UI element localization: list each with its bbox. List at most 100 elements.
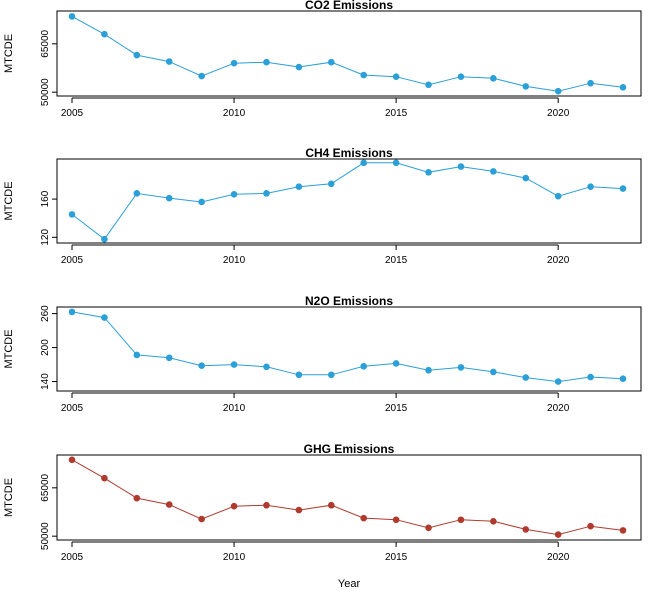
n2o-data-point bbox=[230, 361, 238, 368]
n2o-series-line bbox=[71, 311, 624, 383]
n2o-data-point bbox=[101, 314, 108, 321]
co2-data-point bbox=[133, 51, 141, 59]
n2o-chart-title: N2O Emissions bbox=[305, 294, 393, 308]
n2o-x-tick-label: 2010 bbox=[223, 403, 246, 414]
ch4-y-tick-label: 160 bbox=[40, 190, 51, 207]
ghg-data-point bbox=[101, 474, 108, 482]
ghg-data-point bbox=[327, 501, 335, 509]
co2-data-point bbox=[490, 75, 497, 82]
co2-data-point bbox=[425, 81, 432, 89]
ghg-x-tick-label: 2015 bbox=[385, 552, 408, 563]
co2-x-tick-label: 2005 bbox=[61, 108, 84, 119]
ch4-data-point bbox=[327, 180, 335, 188]
ghg-data-point bbox=[587, 522, 594, 530]
ch4-data-point bbox=[198, 198, 205, 206]
ch4-x-tick-label: 2020 bbox=[547, 255, 570, 266]
co2-data-point bbox=[295, 63, 303, 71]
ghg-data-point bbox=[263, 501, 270, 509]
ch4-data-point bbox=[230, 191, 238, 198]
ch4-panel: CH4 Emissions MTCDE 120 160 2005 2010 2015 2020 bbox=[3, 146, 642, 266]
ghg-data-point bbox=[230, 502, 238, 510]
ghg-chart-title: GHG Emissions bbox=[304, 442, 395, 456]
ghg-data-point bbox=[425, 524, 432, 532]
ch4-data-point bbox=[490, 168, 497, 175]
n2o-data-point bbox=[522, 374, 530, 381]
ghg-y-tick-label: 50000 bbox=[40, 522, 51, 550]
ch4-y-axis-label: MTCDE bbox=[3, 181, 15, 220]
ghg-data-point bbox=[457, 516, 465, 524]
co2-x-tick-label: 2020 bbox=[547, 108, 570, 119]
ghg-data-point bbox=[360, 514, 368, 522]
n2o-y-tick-label: 200 bbox=[40, 339, 51, 356]
ch4-series-line bbox=[71, 162, 624, 240]
ghg-x-tick-label: 2020 bbox=[547, 552, 570, 563]
ch4-data-point bbox=[133, 190, 141, 197]
co2-chart-title: CO2 Emissions bbox=[305, 0, 393, 12]
ghg-y-axis-label: MTCDE bbox=[3, 478, 15, 517]
x-axis-label: Year bbox=[338, 578, 361, 590]
n2o-x-tick-label: 2005 bbox=[61, 403, 84, 414]
ghg-data-point bbox=[68, 456, 76, 464]
ch4-data-point bbox=[587, 183, 594, 190]
ghg-series-line bbox=[71, 459, 624, 536]
co2-data-point bbox=[587, 79, 594, 87]
co2-data-point bbox=[619, 84, 627, 91]
n2o-data-point bbox=[587, 373, 594, 381]
ch4-x-tick-label: 2005 bbox=[61, 255, 84, 266]
n2o-data-point bbox=[198, 362, 205, 370]
n2o-data-point bbox=[457, 364, 465, 371]
co2-data-point bbox=[230, 59, 238, 67]
ghg-x-tick-label: 2005 bbox=[61, 552, 84, 563]
n2o-plot-frame bbox=[56, 306, 642, 392]
ch4-data-point bbox=[554, 192, 562, 200]
ch4-data-point bbox=[263, 190, 270, 197]
co2-data-point bbox=[360, 71, 368, 79]
co2-data-point bbox=[327, 58, 335, 66]
ch4-plot-frame bbox=[56, 158, 642, 244]
ch4-chart-title: CH4 Emissions bbox=[305, 146, 393, 160]
ghg-data-point bbox=[619, 527, 627, 534]
co2-data-point bbox=[522, 83, 530, 90]
ghg-data-point bbox=[133, 494, 141, 502]
ghg-data-point bbox=[490, 518, 497, 525]
ch4-data-point bbox=[165, 194, 173, 202]
ch4-data-point bbox=[457, 163, 465, 170]
ch4-data-point bbox=[101, 235, 108, 243]
ch4-data-point bbox=[522, 174, 530, 182]
ghg-data-point bbox=[198, 515, 205, 523]
n2o-y-tick-label: 140 bbox=[40, 373, 51, 390]
co2-data-point bbox=[68, 13, 76, 20]
co2-data-point bbox=[457, 73, 465, 81]
n2o-data-point bbox=[68, 308, 76, 316]
ghg-data-point bbox=[522, 526, 530, 533]
ghg-y-tick-label: 65000 bbox=[40, 473, 51, 501]
ghg-data-point bbox=[165, 501, 173, 508]
ghg-data-point bbox=[554, 531, 562, 538]
n2o-data-point bbox=[619, 375, 627, 383]
n2o-data-point bbox=[263, 363, 270, 371]
co2-y-tick-label: 65000 bbox=[40, 29, 51, 57]
ch4-data-point bbox=[68, 211, 76, 218]
ch4-data-point bbox=[425, 169, 432, 176]
ch4-data-point bbox=[392, 159, 400, 167]
ghg-data-point bbox=[392, 516, 400, 524]
n2o-data-point bbox=[554, 378, 562, 385]
ch4-x-tick-label: 2015 bbox=[385, 255, 408, 266]
n2o-y-tick-label: 260 bbox=[40, 305, 51, 322]
ch4-x-tick-label: 2010 bbox=[223, 255, 246, 266]
n2o-data-point bbox=[392, 360, 400, 367]
n2o-data-point bbox=[165, 354, 173, 362]
ch4-y-tick-label: 120 bbox=[40, 229, 51, 246]
n2o-data-point bbox=[133, 351, 141, 359]
co2-data-point bbox=[198, 72, 205, 80]
co2-data-point bbox=[554, 87, 562, 95]
n2o-data-point bbox=[490, 368, 497, 376]
ghg-plot-frame bbox=[56, 454, 642, 541]
co2-x-tick-label: 2015 bbox=[385, 108, 408, 119]
co2-data-point bbox=[263, 58, 270, 66]
ch4-data-point bbox=[360, 159, 368, 167]
ghg-panel: GHG Emissions MTCDE 50000 65000 2005 2010 2015… bbox=[3, 442, 642, 563]
n2o-x-tick-label: 2020 bbox=[547, 403, 570, 414]
co2-data-point bbox=[101, 30, 108, 38]
